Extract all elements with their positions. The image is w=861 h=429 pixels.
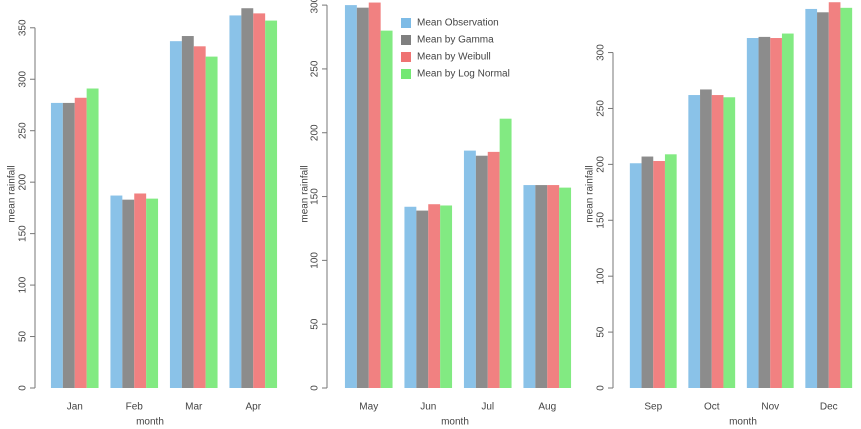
x-tick-label: Dec (820, 402, 838, 413)
bar (629, 163, 642, 388)
legend-label: Mean Observation (417, 18, 499, 29)
y-tick-label: 0 (18, 385, 29, 391)
x-tick-label: Jan (67, 402, 83, 413)
x-axis-label: month (441, 417, 469, 428)
bar (664, 154, 677, 388)
bar (74, 97, 87, 388)
x-tick-label: Jul (481, 402, 494, 413)
bar (770, 38, 782, 388)
bar (193, 46, 206, 389)
y-tick-label: 200 (18, 173, 29, 190)
y-tick-label: 0 (310, 385, 321, 391)
y-tick-label: 200 (310, 124, 321, 141)
bar (265, 20, 278, 388)
bar (205, 56, 218, 389)
y-tick-label: 200 (596, 156, 607, 173)
x-axis-label: month (136, 417, 164, 428)
y-tick-label: 100 (310, 252, 321, 269)
y-tick-label: 150 (18, 225, 29, 242)
bar (475, 155, 488, 388)
bar (653, 161, 665, 388)
bar (499, 118, 512, 389)
y-tick-label: 150 (596, 211, 607, 228)
bar (758, 36, 771, 388)
bar (723, 97, 736, 388)
bar (840, 7, 853, 389)
x-tick-label: Oct (704, 402, 720, 413)
bar (169, 41, 182, 388)
y-tick-label: 50 (310, 318, 321, 330)
bar (110, 195, 123, 388)
bar (688, 95, 701, 389)
y-tick-label: 250 (596, 100, 607, 117)
bar (746, 38, 759, 388)
x-tick-label: Apr (245, 402, 261, 413)
bar (523, 185, 536, 388)
legend-swatch (401, 52, 411, 62)
bar (62, 102, 75, 388)
x-tick-label: Jun (420, 402, 436, 413)
bar (380, 30, 393, 388)
bar (416, 210, 429, 388)
x-tick-label: Feb (126, 402, 144, 413)
x-axis-label: month (729, 417, 757, 428)
y-tick-label: 300 (18, 70, 29, 87)
bar (146, 198, 159, 388)
y-axis-label: mean rainfall (300, 165, 311, 222)
bar (368, 2, 381, 388)
bar (711, 95, 724, 389)
legend-label: Mean by Log Normal (417, 69, 510, 80)
bar (344, 5, 357, 389)
legend-swatch (401, 18, 411, 28)
y-tick-label: 50 (596, 326, 607, 338)
x-tick-label: Mar (185, 402, 203, 413)
y-tick-label: 300 (596, 44, 607, 61)
bar (356, 7, 369, 388)
bar (134, 193, 147, 388)
bar (559, 187, 572, 388)
bar (241, 8, 254, 388)
bar (828, 2, 841, 389)
x-tick-label: Aug (538, 402, 556, 413)
y-tick-label: 350 (18, 19, 29, 36)
bar (641, 156, 654, 388)
bar (253, 13, 266, 389)
y-tick-label: 300 (310, 0, 321, 13)
bar (781, 33, 794, 388)
bar (50, 102, 63, 388)
bar (487, 151, 500, 388)
bar (535, 185, 548, 388)
legend-label: Mean by Weibull (417, 52, 491, 63)
y-tick-label: 100 (18, 276, 29, 293)
y-tick-label: 250 (18, 122, 29, 139)
bar (404, 206, 417, 388)
bar (181, 36, 194, 389)
x-tick-label: Sep (644, 402, 662, 413)
legend-swatch (401, 69, 411, 79)
bar (428, 204, 441, 388)
y-tick-label: 50 (18, 331, 29, 343)
y-tick-label: 150 (310, 188, 321, 205)
bar (547, 185, 560, 388)
bar (440, 205, 453, 388)
y-tick-label: 100 (596, 267, 607, 284)
y-axis-label: mean rainfall (7, 165, 18, 222)
legend-swatch (401, 35, 411, 45)
bar (86, 88, 99, 389)
bar (700, 89, 712, 388)
bar (805, 8, 818, 388)
y-axis-label: mean rainfall (585, 165, 596, 222)
x-tick-label: Nov (761, 402, 779, 413)
bar (817, 12, 829, 388)
legend-label: Mean by Gamma (417, 35, 494, 46)
bar (122, 199, 135, 388)
y-tick-label: 250 (310, 60, 321, 77)
y-tick-label: 0 (596, 385, 607, 391)
x-tick-label: May (359, 402, 378, 413)
bar (229, 15, 242, 389)
bar (463, 150, 476, 388)
